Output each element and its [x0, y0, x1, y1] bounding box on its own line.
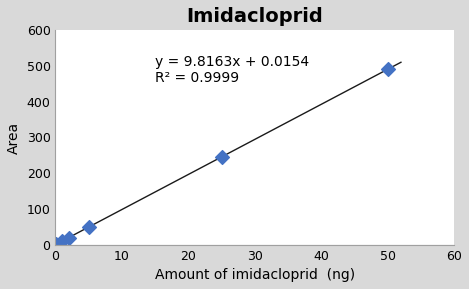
- Y-axis label: Area: Area: [7, 121, 21, 153]
- Point: [58, 239, 66, 243]
- Point: [65, 235, 72, 240]
- Point: [52, 242, 60, 247]
- Point: [218, 155, 225, 159]
- X-axis label: Amount of imidacloprid  (ng): Amount of imidacloprid (ng): [155, 268, 355, 282]
- Point: [384, 67, 392, 72]
- Title: Imidacloprid: Imidacloprid: [186, 7, 323, 26]
- Text: y = 9.8163x + 0.0154
R² = 0.9999: y = 9.8163x + 0.0154 R² = 0.9999: [155, 55, 309, 86]
- Point: [85, 225, 92, 229]
